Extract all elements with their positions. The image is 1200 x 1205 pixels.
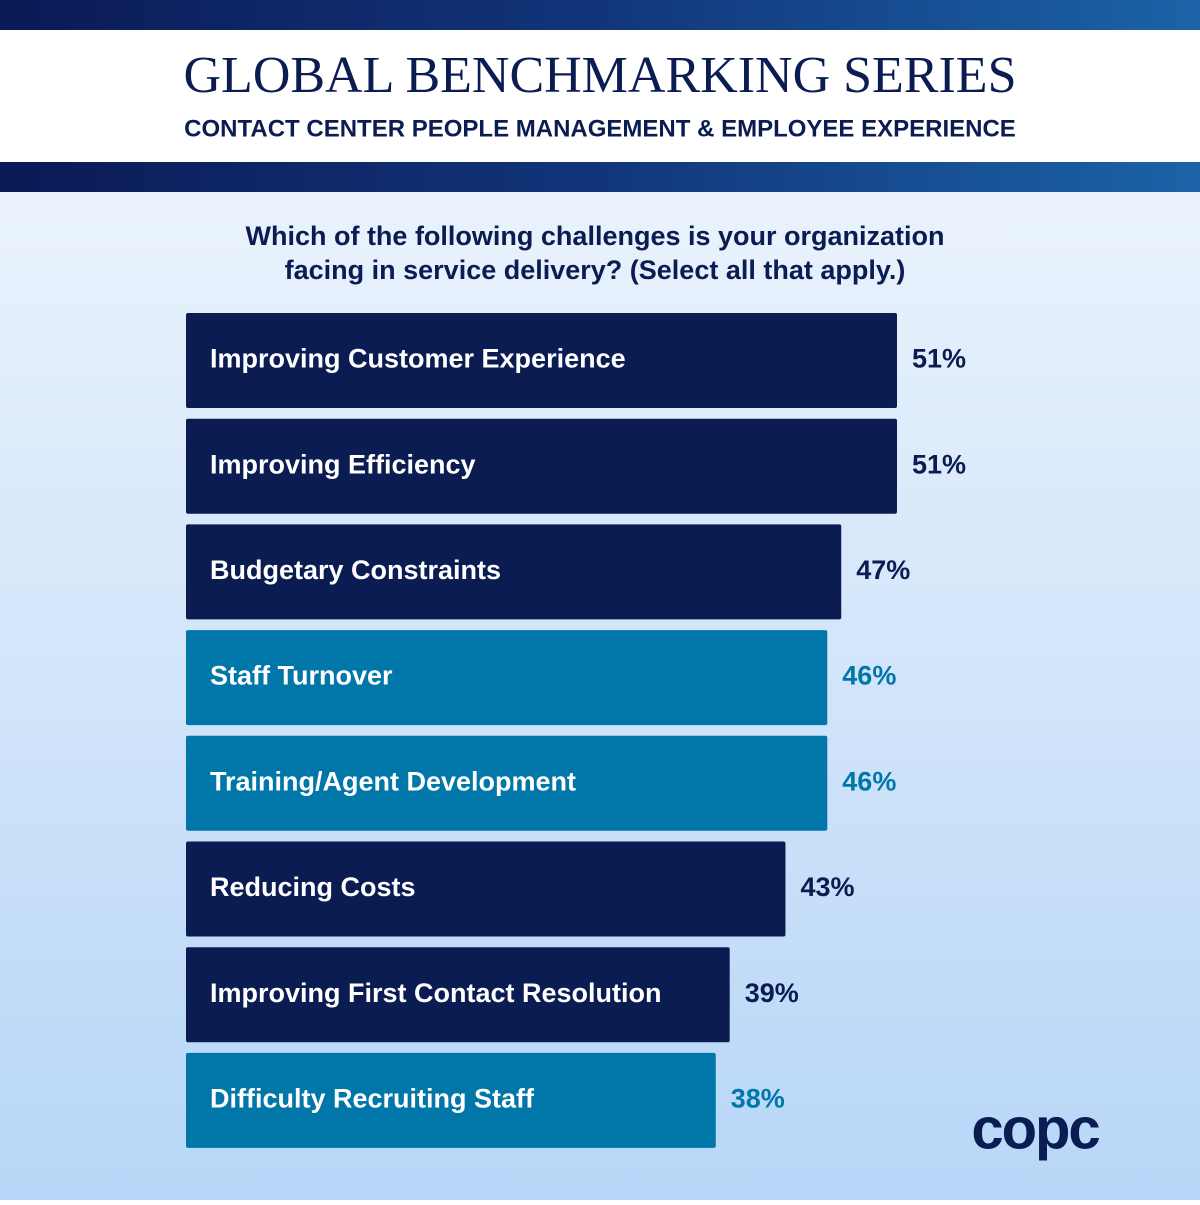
header-subtitle: CONTACT CENTER PEOPLE MANAGEMENT & EMPLO… (184, 115, 1016, 142)
logo: copc (971, 1096, 1099, 1161)
bar (186, 1052, 716, 1148)
category-label: Training/Agent Development (210, 766, 576, 796)
bar (186, 524, 842, 620)
category-label: Improving First Contact Resolution (210, 978, 662, 1008)
chart-title: Which of the following challenges is you… (245, 221, 944, 251)
value-label: 46% (842, 766, 896, 796)
bar (186, 735, 828, 831)
category-label: Difficulty Recruiting Staff (210, 1084, 535, 1114)
category-label: Improving Efficiency (210, 449, 476, 479)
category-label: Budgetary Constraints (210, 555, 501, 585)
bar (186, 630, 828, 726)
category-label: Staff Turnover (210, 661, 393, 691)
chart-title: facing in service delivery? (Select all … (285, 255, 906, 285)
top-band (0, 0, 1200, 30)
value-label: 46% (842, 661, 896, 691)
category-label: Improving Customer Experience (210, 344, 626, 374)
bar (186, 841, 786, 937)
value-label: 51% (912, 344, 966, 374)
bar (186, 418, 897, 514)
value-label: 47% (856, 555, 910, 585)
bar (186, 313, 897, 408)
bar (186, 947, 730, 1043)
header-title: GLOBAL BENCHMARKING SERIES (184, 47, 1017, 104)
value-label: 43% (800, 872, 854, 902)
value-label: 39% (745, 978, 799, 1008)
value-label: 51% (912, 449, 966, 479)
header-box (0, 30, 1200, 162)
category-label: Reducing Costs (210, 872, 416, 902)
value-label: 38% (731, 1084, 785, 1114)
lower-band (0, 162, 1200, 192)
